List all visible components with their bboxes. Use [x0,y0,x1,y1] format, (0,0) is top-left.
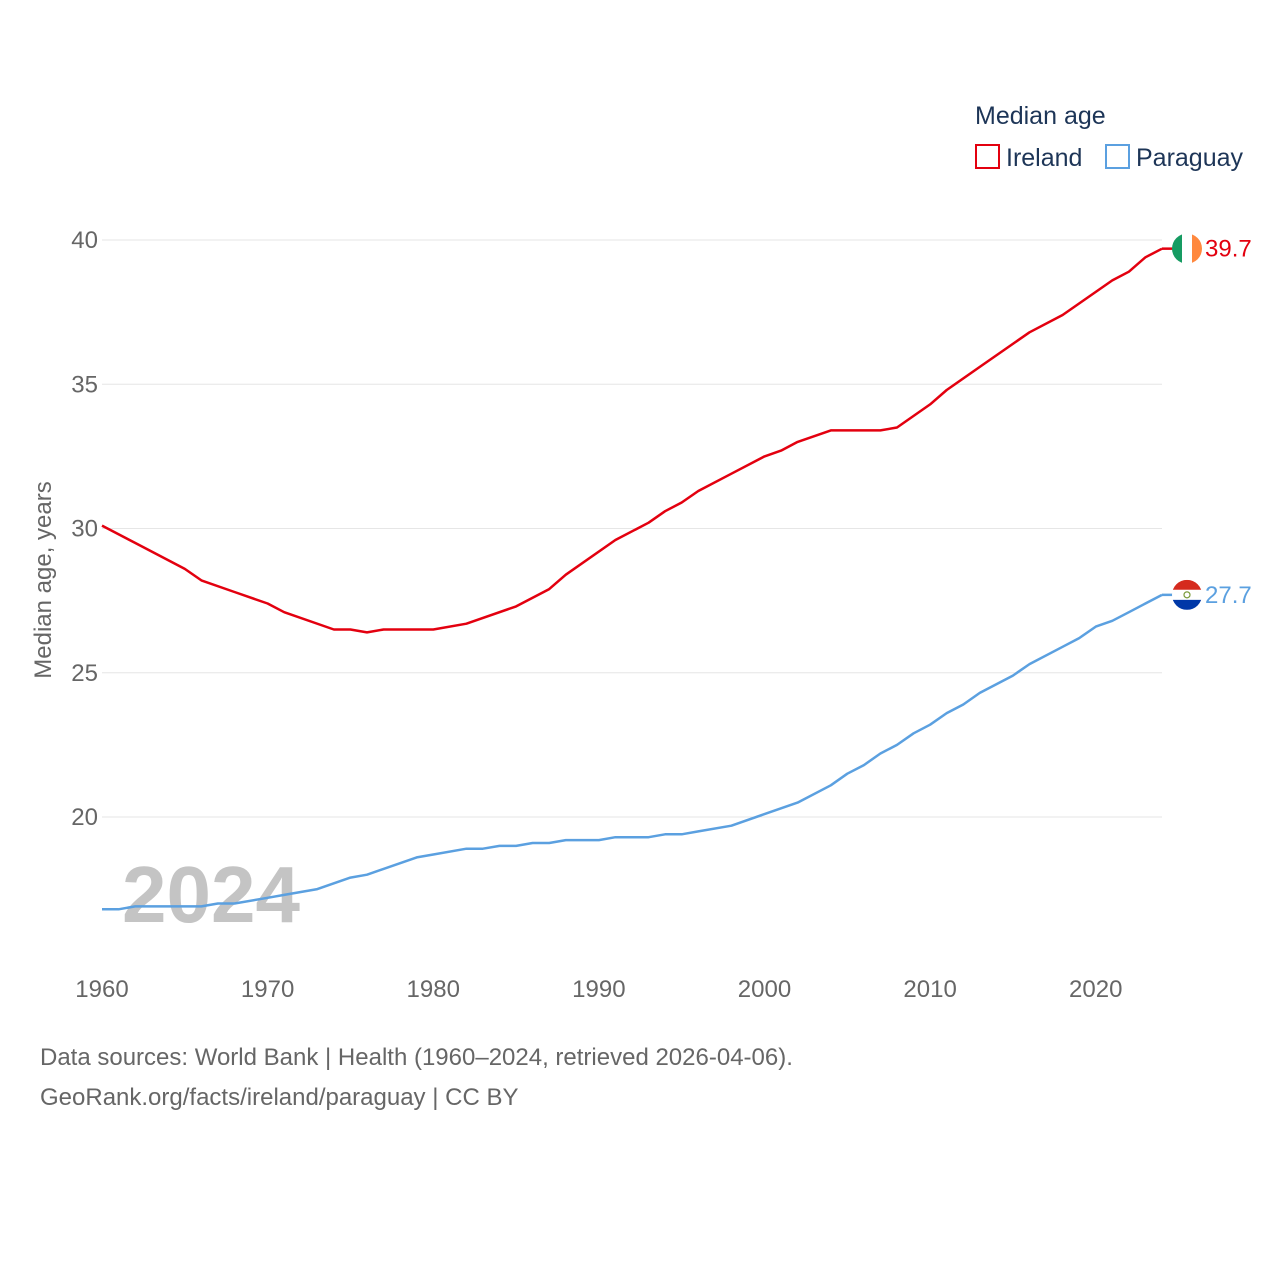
series-end-markers: 39.7 27.7 [1162,233,1252,610]
x-tick-label-2000: 2000 [738,976,791,1003]
legend-swatch-ireland [975,144,1000,169]
y-tick-label-35: 35 [71,371,98,398]
y-tick-label-25: 25 [71,660,98,687]
credit-note: GeoRank.org/facts/ireland/paraguay | CC … [40,1084,519,1111]
x-tick-label-1960: 1960 [75,976,128,1003]
end-value-label-paraguay: 27.7 [1205,582,1252,609]
x-tick-label-2020: 2020 [1069,976,1122,1003]
y-tick-label-30: 30 [71,516,98,543]
x-tick-label-1970: 1970 [241,976,294,1003]
legend-item-ireland[interactable]: Ireland [975,144,1082,172]
series-line-paraguay [102,593,1163,911]
data-source-note: Data sources: World Bank | Health (1960–… [40,1044,793,1071]
legend-label-ireland: Ireland [1006,144,1082,172]
legend-swatch-paraguay [1105,144,1130,169]
year-watermark: 2024 [122,850,300,939]
y-tick-label-40: 40 [71,227,98,254]
paraguay-flag-icon [1172,579,1202,610]
y-tick-label-20: 20 [71,804,98,831]
end-value-label-ireland: 39.7 [1205,236,1252,263]
x-tick-label-1990: 1990 [572,976,625,1003]
series-lines [101,247,1163,911]
series-line-ireland [101,247,1163,634]
x-axis-ticks: 1960 1970 1980 1990 2000 2010 2020 [75,976,1122,1003]
legend-title: Median age [975,102,1106,130]
y-axis-label: Median age, years [30,481,57,678]
y-axis-ticks: 20 25 30 35 40 [71,227,98,831]
ireland-flag-icon [1172,233,1202,264]
legend: Median age Ireland Paraguay [975,102,1244,172]
legend-label-paraguay: Paraguay [1136,144,1244,172]
x-tick-label-2010: 2010 [903,976,956,1003]
x-tick-label-1980: 1980 [407,976,460,1003]
gridlines [102,239,1162,818]
legend-item-paraguay[interactable]: Paraguay [1105,144,1244,172]
